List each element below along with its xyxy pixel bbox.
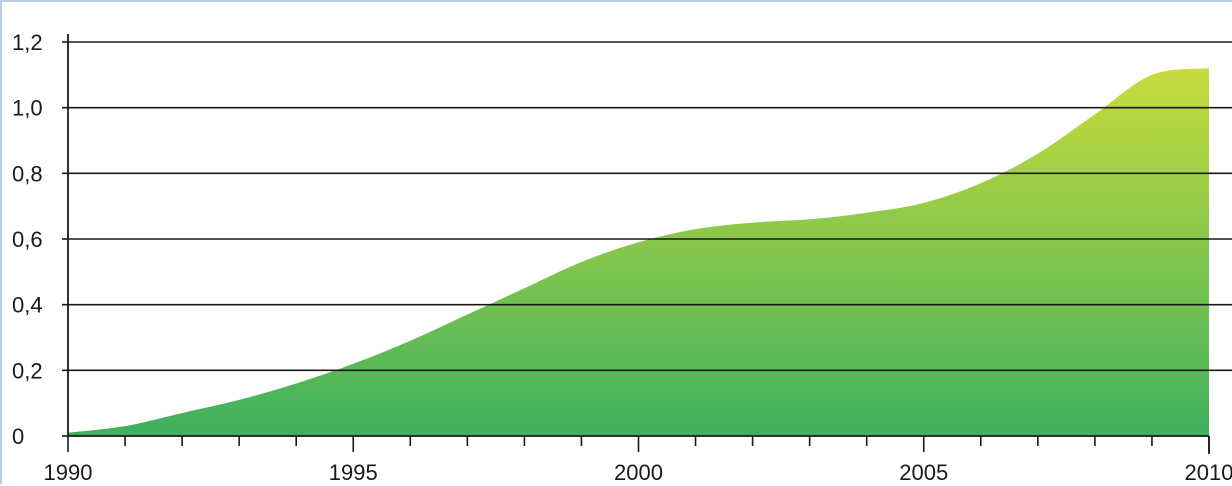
y-tick-label: 1,2 [12, 30, 43, 55]
gridlines [62, 41, 1232, 437]
y-tick-label: 0,6 [12, 227, 43, 252]
x-tick-label: 2005 [899, 460, 948, 485]
y-tick-label: 0,2 [12, 358, 43, 383]
y-tick-label: 0,8 [12, 161, 43, 186]
y-tick-label: 0 [12, 424, 24, 449]
x-tick-label: 2000 [614, 460, 663, 485]
series-area [68, 68, 1209, 437]
y-tick-label: 1,0 [12, 96, 43, 121]
y-tick-labels: 0 0,2 0,4 0,6 0,8 1,0 1,2 [12, 30, 43, 449]
x-tick-label: 1990 [44, 460, 93, 485]
x-tick-label: 1995 [329, 460, 378, 485]
y-tick-label: 0,4 [12, 293, 43, 318]
x-tick-labels: 1990 1995 2000 2005 2010 [44, 460, 1232, 485]
axes [67, 34, 1210, 454]
x-tick-label: 2010 [1185, 460, 1232, 485]
area-layer [68, 68, 1209, 437]
